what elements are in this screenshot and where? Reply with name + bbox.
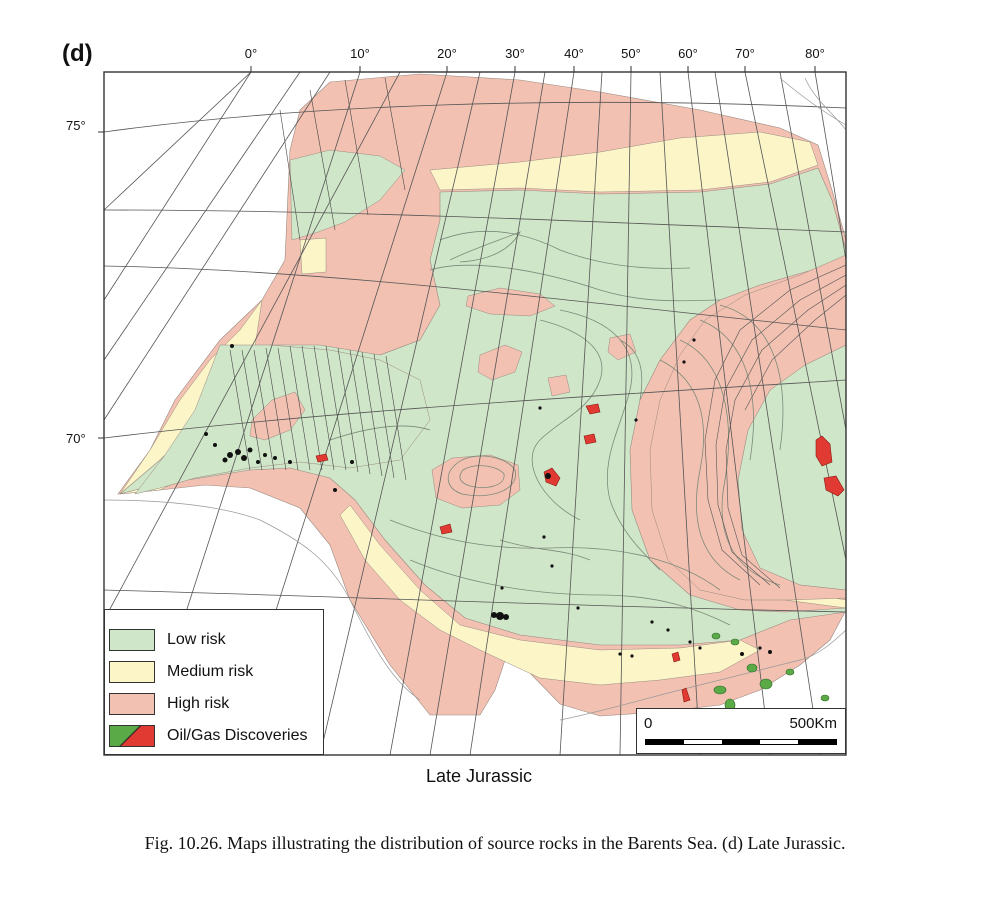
longitude-label-40: 40°: [564, 46, 584, 61]
scale-bar: [645, 739, 837, 745]
gas-field-6: [711, 632, 721, 640]
oil-field-central-1: [543, 467, 561, 487]
longitude-label-80: 80°: [805, 46, 825, 61]
oil-field-southwest: [439, 523, 453, 535]
coastlines: [104, 77, 846, 721]
high-risk-east-trough: [649, 254, 846, 601]
gas-field-7: [730, 638, 740, 646]
longitude-label-20: 20°: [437, 46, 457, 61]
latitude-label-75: 75°: [66, 118, 86, 133]
gas-field-8: [820, 694, 830, 702]
oil-field-central-3: [583, 433, 597, 445]
scale-start-label: 0: [644, 715, 653, 732]
panel-label: (d): [62, 40, 93, 67]
well-markers: [204, 338, 772, 658]
medium-risk-swatch: [109, 661, 155, 683]
legend-label-discoveries: Oil/Gas Discoveries: [167, 727, 308, 744]
gas-field-3: [746, 663, 758, 673]
scale-segment: [798, 740, 836, 744]
oil-field-pechora: [671, 651, 681, 663]
scale-segment: [684, 740, 722, 744]
map-frame: [103, 71, 847, 756]
high-risk-patch-small: [547, 374, 571, 397]
scale-segment: [646, 740, 684, 744]
longitude-label-70: 70°: [735, 46, 755, 61]
longitude-label-30: 30°: [505, 46, 525, 61]
scale-segment: [722, 740, 760, 744]
scale-end-label: 500Km: [789, 715, 837, 732]
high-risk-patch-central-north: [465, 287, 556, 317]
longitude-label-10: 10°: [350, 46, 370, 61]
legend-label-medium-risk: Medium risk: [167, 663, 254, 680]
legend-item-medium-risk: Medium risk: [109, 660, 253, 684]
contour-lines: [329, 230, 784, 626]
oil-discoveries: [315, 403, 845, 703]
map-legend: Low risk Medium risk High risk Oil/Gas D…: [104, 609, 324, 755]
map-title: Late Jurassic: [425, 766, 533, 786]
legend-item-low-risk: Low risk: [109, 628, 226, 652]
latitude-label-70: 70°: [66, 431, 86, 446]
gas-field-4: [759, 678, 773, 690]
scale-segment: [760, 740, 798, 744]
oil-field-east-2: [823, 475, 845, 497]
longitude-label-0: 0°: [244, 46, 258, 61]
low-risk-northwest: [289, 149, 406, 241]
legend-label-high-risk: High risk: [167, 695, 230, 712]
medium-risk-south: [339, 504, 761, 686]
longitude-label-60: 60°: [678, 46, 698, 61]
gas-discoveries: [711, 632, 830, 712]
legend-item-discoveries: Oil/Gas Discoveries: [109, 724, 307, 748]
high-risk-swatch: [109, 693, 155, 715]
legend-label-low-risk: Low risk: [167, 631, 226, 648]
graticule-latitudes: [104, 101, 846, 613]
high-risk-patch-central: [477, 344, 523, 381]
figure-caption: Fig. 10.26. Maps illustrating the distri…: [144, 833, 846, 853]
frame-ticks: [98, 66, 816, 439]
oil-field-east-1: [815, 435, 833, 467]
medium-risk-patch: [299, 237, 327, 275]
discoveries-swatch: [109, 725, 155, 747]
gas-field-5: [785, 668, 795, 676]
oil-field-central-2: [585, 403, 601, 415]
oil-field-hammerfest: [315, 453, 329, 463]
legend-item-high-risk: High risk: [109, 692, 229, 716]
low-risk-swatch: [109, 629, 155, 651]
scale-bar-box: 0 500Km: [636, 708, 846, 754]
fault-lines-west: [229, 77, 407, 481]
longitude-label-50: 50°: [621, 46, 641, 61]
gas-field-1: [713, 685, 727, 695]
oil-field-pechora-2: [681, 687, 691, 703]
